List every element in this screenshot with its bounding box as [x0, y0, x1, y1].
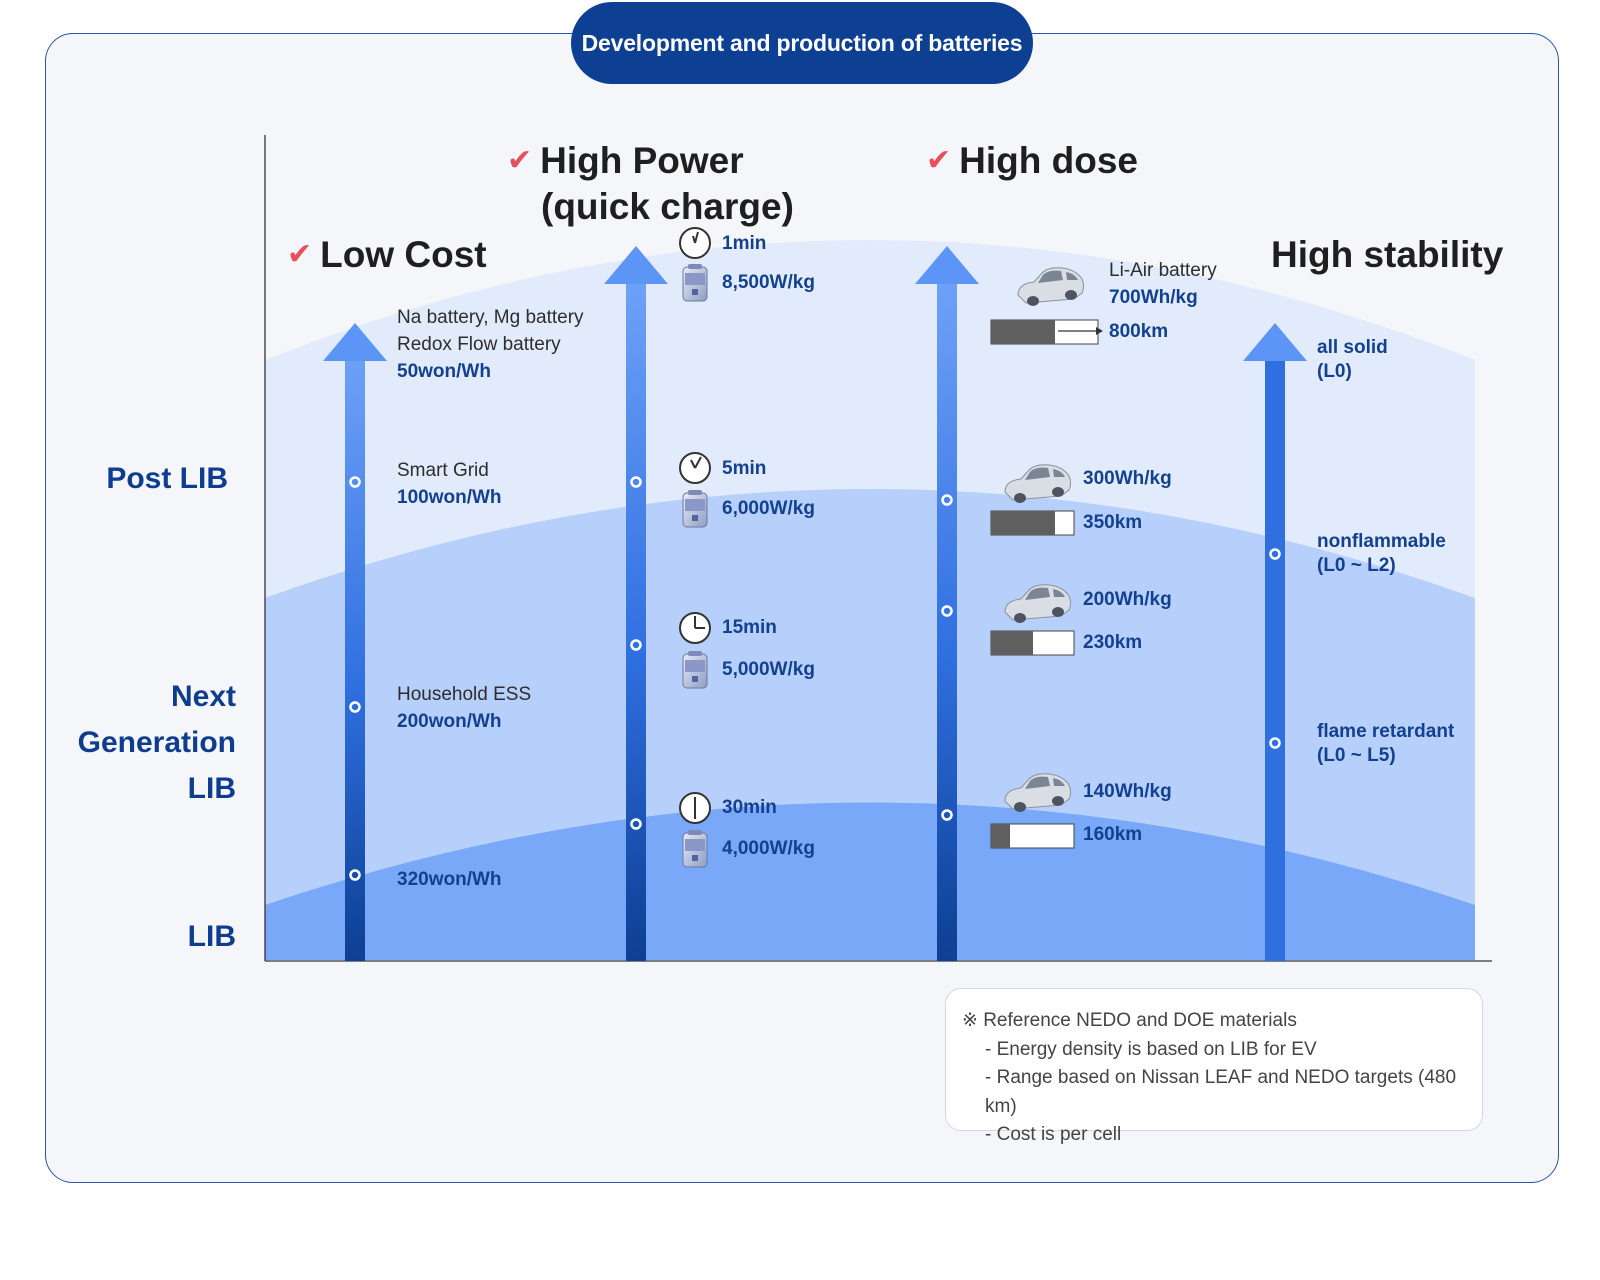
low-cost-value: 100won/Wh — [397, 487, 502, 508]
diagram-title: Development and production of batteries — [571, 2, 1033, 84]
safety-label: flame retardant — [1317, 721, 1455, 742]
low-cost-arrow — [323, 323, 387, 961]
low-cost-item-label: Household ESS — [397, 684, 532, 705]
range-gauge-fill — [991, 511, 1055, 535]
safety-level: (L0) — [1317, 361, 1352, 382]
level-next-generation: Next Generation LIB — [40, 674, 236, 812]
check-icon: ✔ — [287, 238, 313, 271]
low-cost-item-label: Redox Flow battery — [397, 334, 561, 355]
high-dose-arrow — [915, 246, 979, 961]
clock-icon — [679, 452, 711, 484]
clock-icons — [679, 227, 711, 824]
power-density: 6,000W/kg — [722, 498, 815, 519]
clock-icon — [679, 792, 711, 824]
level-next-line: Next — [170, 680, 236, 713]
driving-range: 350km — [1083, 512, 1143, 533]
power-density: 5,000W/kg — [722, 659, 815, 680]
range-gauge-fill — [991, 631, 1033, 655]
battery-cell-icon — [682, 263, 708, 302]
heading-quick-charge: (quick charge) — [541, 186, 794, 227]
energy-density: 700Wh/kg — [1109, 287, 1198, 308]
low-cost-item-label: Na battery, Mg battery — [397, 307, 584, 328]
driving-range: 800km — [1109, 321, 1169, 342]
low-cost-item-label: Smart Grid — [397, 460, 489, 481]
note-line: - Cost is per cell — [985, 1124, 1122, 1145]
charge-time: 15min — [722, 617, 777, 638]
low-cost-value: 200won/Wh — [397, 711, 502, 732]
low-cost-value: 50won/Wh — [397, 361, 491, 382]
reference-note-box: ※ Reference NEDO and DOE materials - Ene… — [945, 988, 1483, 1145]
charge-time: 5min — [722, 458, 767, 479]
safety-level: (L0 ~ L5) — [1317, 745, 1396, 766]
lib-band — [265, 802, 1475, 960]
clock-icon — [679, 612, 711, 644]
heading-low-cost: ✔ Low Cost — [287, 234, 487, 275]
charge-time: 30min — [722, 797, 777, 818]
note-line: - Range based on Nissan LEAF and NEDO ta… — [985, 1067, 1457, 1117]
heading-high-dose: ✔ High dose — [926, 140, 1138, 181]
safety-label: nonflammable — [1317, 531, 1446, 552]
driving-range: 230km — [1083, 632, 1143, 653]
driving-range: 160km — [1083, 824, 1143, 845]
safety-label: all solid — [1317, 337, 1388, 358]
power-density: 4,000W/kg — [722, 838, 815, 859]
battery-cell-icon — [682, 489, 708, 528]
power-density: 8,500W/kg — [722, 272, 815, 293]
range-gauges — [990, 319, 1099, 849]
range-extension-arrow-icon — [1096, 327, 1103, 335]
level-lib-line: LIB — [187, 772, 236, 805]
high-stability-arrow — [1243, 323, 1307, 961]
energy-density: 200Wh/kg — [1083, 589, 1172, 610]
heading-high-power: ✔ High Power — [507, 140, 744, 181]
range-gauge-fill — [991, 320, 1055, 344]
note-title: ※ Reference NEDO and DOE materials — [962, 1010, 1297, 1031]
heading-high-stability: High stability — [1271, 234, 1504, 275]
check-icon: ✔ — [507, 144, 533, 177]
safety-level: (L0 ~ L2) — [1317, 555, 1396, 576]
note-line: - Energy density is based on LIB for EV — [985, 1038, 1317, 1060]
energy-density: 300Wh/kg — [1083, 468, 1172, 489]
level-lib: LIB — [187, 920, 236, 953]
high-power-arrow — [604, 246, 668, 961]
battery-type-label: Li-Air battery — [1109, 260, 1217, 281]
battery-cell-icon — [682, 829, 708, 868]
level-generation-line: Generation — [77, 726, 236, 759]
check-icon: ✔ — [926, 144, 952, 177]
range-gauge-fill — [991, 824, 1010, 848]
clock-icon — [679, 227, 711, 259]
battery-cell-icon — [682, 650, 708, 689]
level-post-lib: Post LIB — [106, 462, 228, 495]
charge-time: 1min — [722, 233, 767, 254]
low-cost-value: 320won/Wh — [397, 869, 502, 890]
milestone-dots — [349, 476, 1281, 881]
energy-density: 140Wh/kg — [1083, 781, 1172, 802]
